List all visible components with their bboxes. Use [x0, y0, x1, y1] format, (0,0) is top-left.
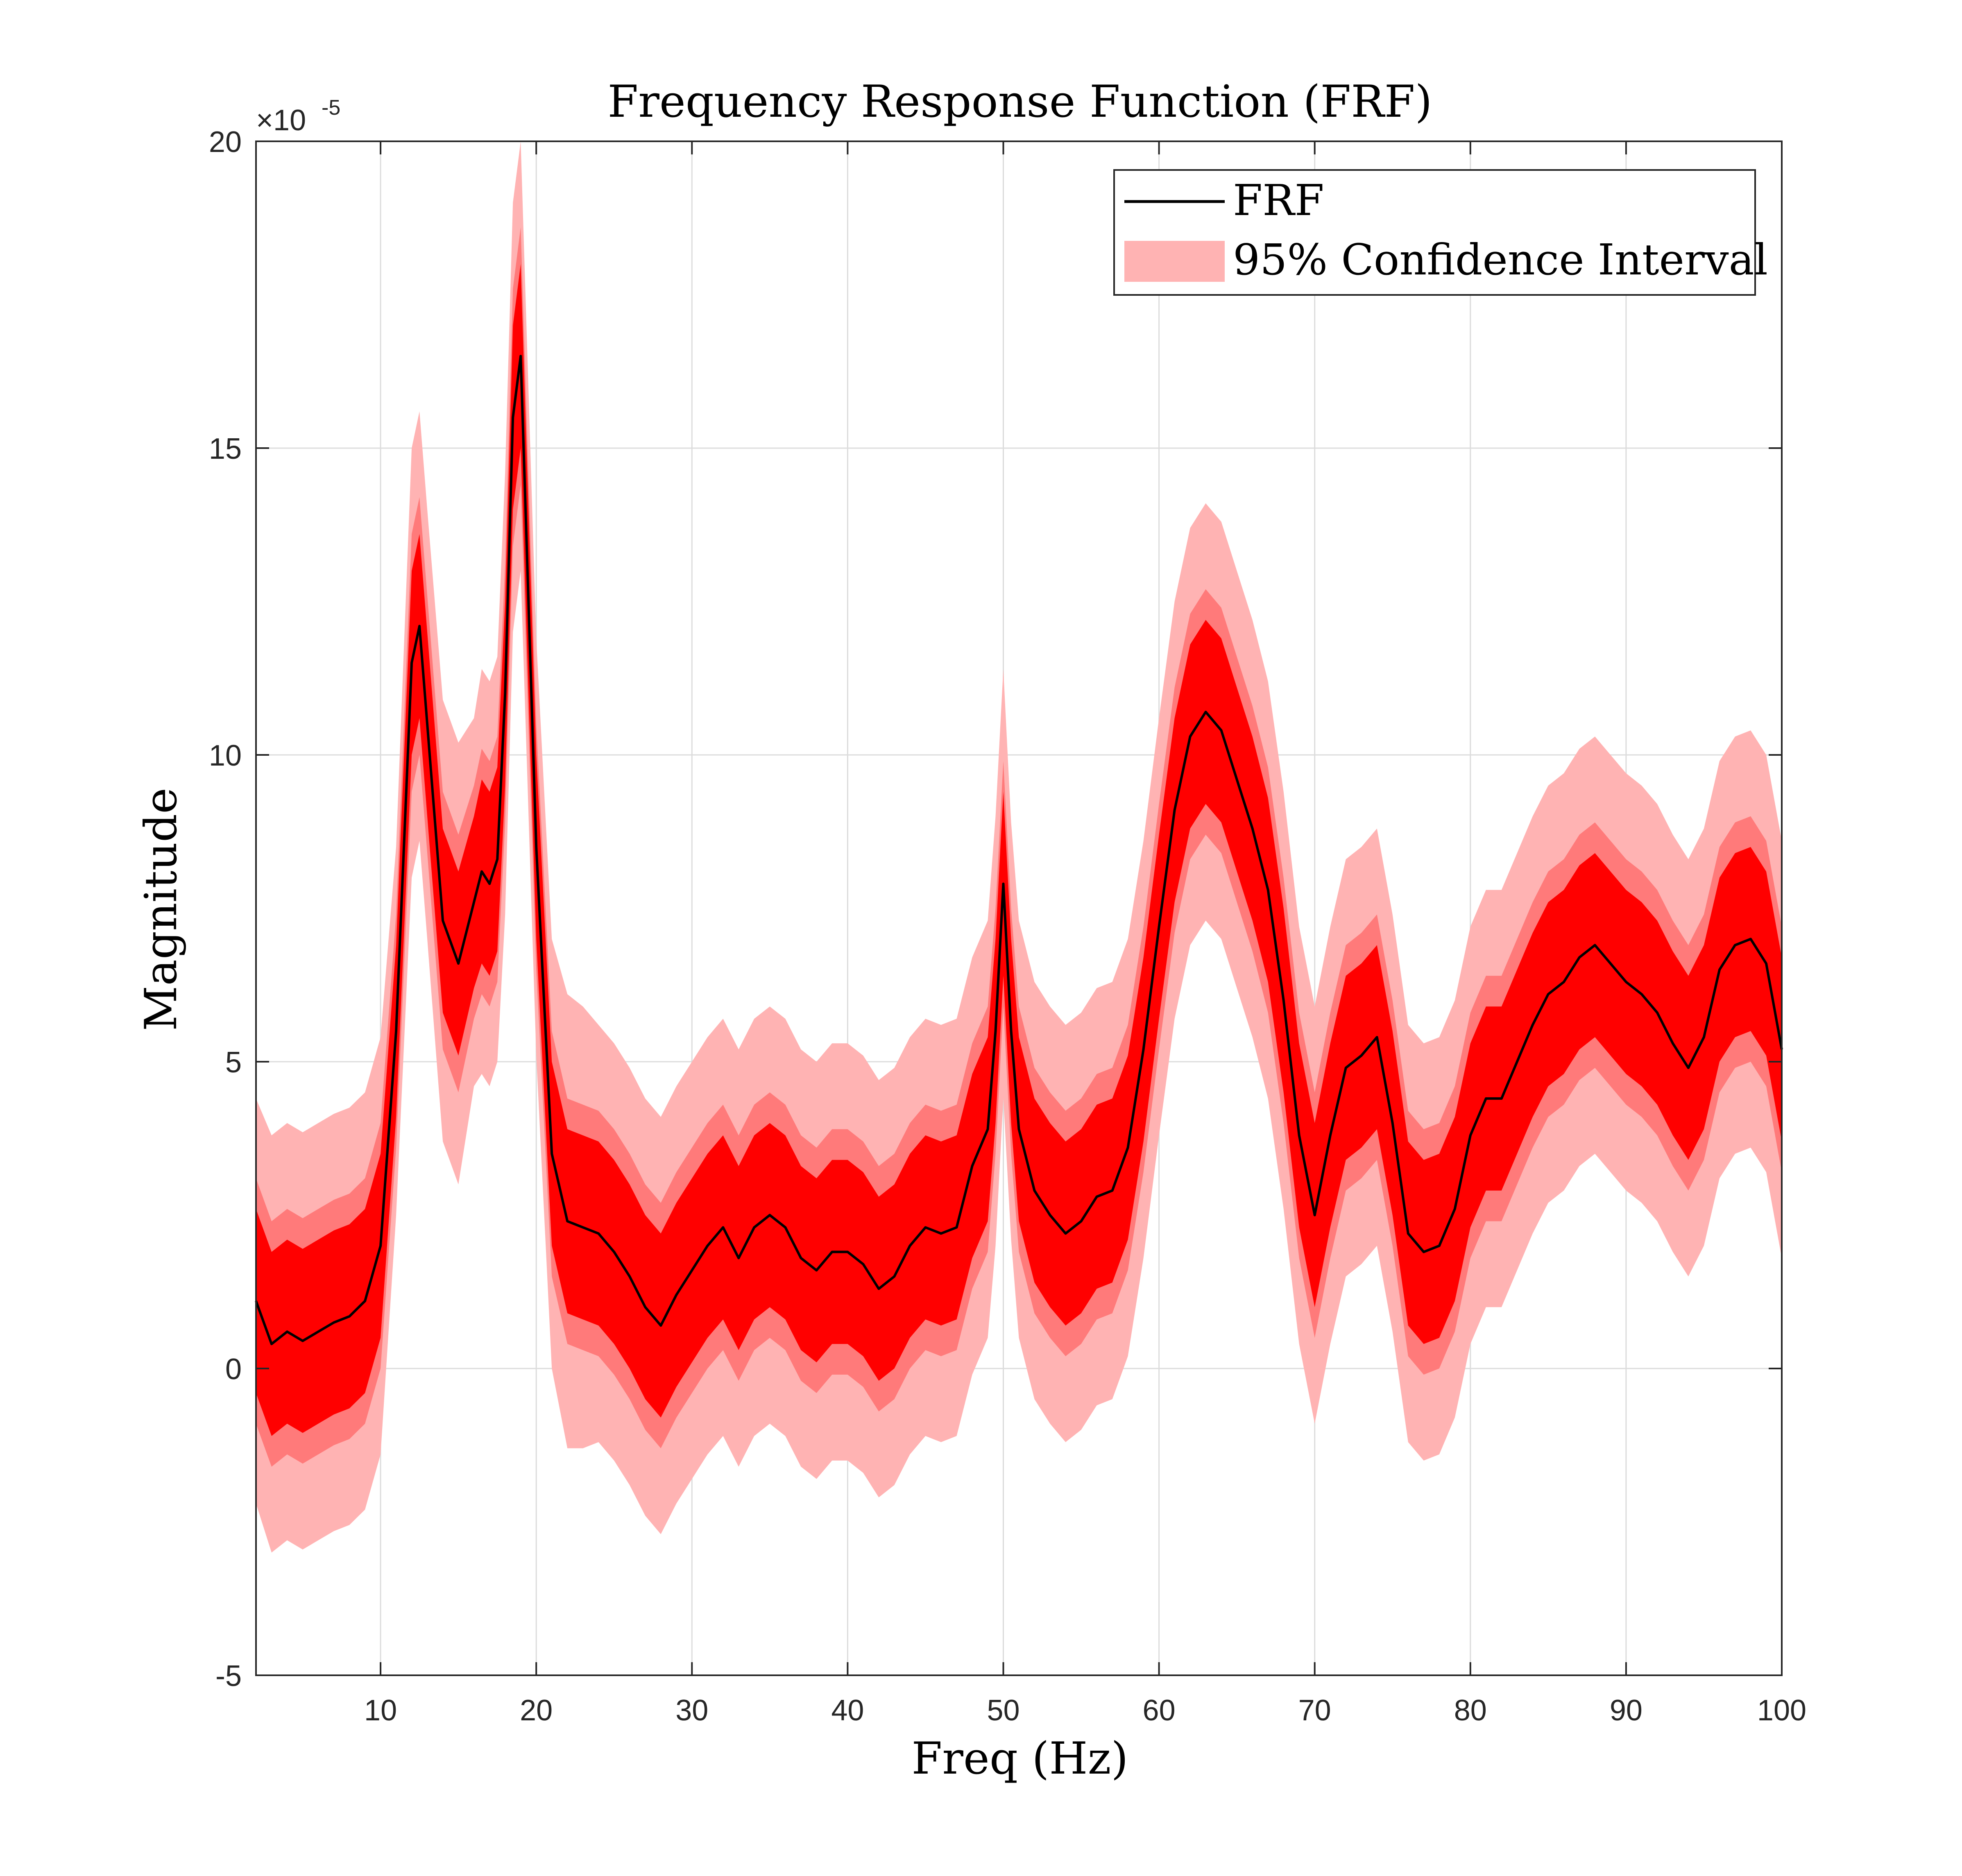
y-tick-label: 5: [225, 1046, 242, 1079]
x-tick-label: 10: [364, 1694, 397, 1727]
y-tick-label: -5: [215, 1660, 242, 1692]
x-tick-label: 60: [1143, 1694, 1176, 1727]
y-multiplier: ×10 -5: [256, 96, 340, 137]
x-axis-label: Freq (Hz): [911, 1733, 1128, 1784]
legend-ci-label: 95% Confidence Interval: [1233, 235, 1768, 285]
x-tick-label: 50: [987, 1694, 1020, 1727]
x-tick-label: 40: [831, 1694, 864, 1727]
axes-box: [255, 140, 1783, 1676]
confidence-bands: [256, 141, 1782, 1553]
y-multiplier-exponent: -5: [322, 96, 340, 120]
legend: FRF 95% Confidence Interval: [1113, 169, 1768, 296]
x-tick-label: 100: [1757, 1694, 1806, 1727]
ci-band-inner: [256, 264, 1782, 1436]
y-tick-label: 15: [209, 433, 242, 465]
x-tick-label: 30: [675, 1694, 708, 1727]
legend-frf-label: FRF: [1233, 175, 1324, 225]
y-tick-label: 10: [209, 739, 242, 772]
x-tick-label: 20: [520, 1694, 553, 1727]
axis-ticks: 10 20 30 40 50 60 70 80 90 100 -5 0 5 10 15 20: [209, 126, 1806, 1727]
chart-title: Frequency Response Function (FRF): [607, 76, 1432, 127]
y-tick-label: 20: [209, 126, 242, 159]
x-tick-label: 70: [1298, 1694, 1331, 1727]
y-tick-label: 0: [225, 1353, 242, 1386]
legend-ci-swatch: [1124, 241, 1225, 282]
x-tick-label: 90: [1610, 1694, 1643, 1727]
y-multiplier-base: ×10: [256, 104, 306, 137]
frf-line: [255, 355, 1783, 1346]
x-tick-label: 80: [1454, 1694, 1487, 1727]
y-axis-label: Magnitude: [136, 788, 187, 1031]
